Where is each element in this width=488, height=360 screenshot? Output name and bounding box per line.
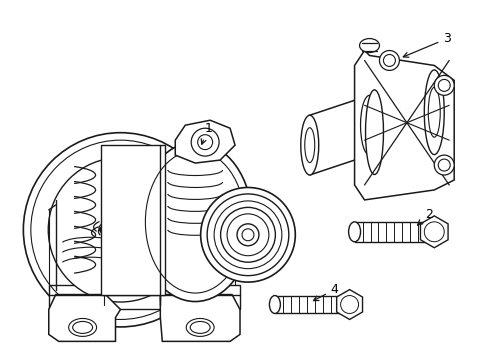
Ellipse shape (200, 188, 295, 282)
Ellipse shape (191, 128, 219, 156)
Text: 3: 3 (403, 32, 450, 57)
Ellipse shape (365, 90, 383, 175)
Text: 4: 4 (313, 283, 338, 301)
Polygon shape (160, 294, 240, 341)
Polygon shape (49, 294, 120, 341)
Ellipse shape (360, 95, 378, 155)
Ellipse shape (220, 207, 275, 262)
Ellipse shape (48, 158, 192, 302)
Ellipse shape (269, 296, 280, 314)
Ellipse shape (424, 70, 443, 154)
Ellipse shape (23, 133, 217, 327)
Polygon shape (309, 95, 369, 175)
Polygon shape (354, 222, 433, 242)
Ellipse shape (186, 319, 214, 336)
Polygon shape (49, 285, 240, 310)
Polygon shape (374, 71, 433, 175)
Polygon shape (420, 216, 447, 248)
Text: 1: 1 (201, 122, 212, 144)
Ellipse shape (138, 142, 252, 302)
Polygon shape (175, 120, 235, 163)
Polygon shape (354, 50, 453, 200)
Ellipse shape (68, 319, 96, 336)
Polygon shape (336, 289, 362, 319)
Ellipse shape (379, 50, 399, 71)
Ellipse shape (433, 155, 453, 175)
Ellipse shape (433, 75, 453, 95)
Ellipse shape (359, 39, 379, 53)
Text: 2: 2 (417, 208, 432, 225)
Polygon shape (274, 296, 349, 314)
Ellipse shape (237, 224, 259, 246)
Polygon shape (101, 145, 165, 294)
Ellipse shape (348, 222, 360, 242)
Ellipse shape (300, 115, 318, 175)
